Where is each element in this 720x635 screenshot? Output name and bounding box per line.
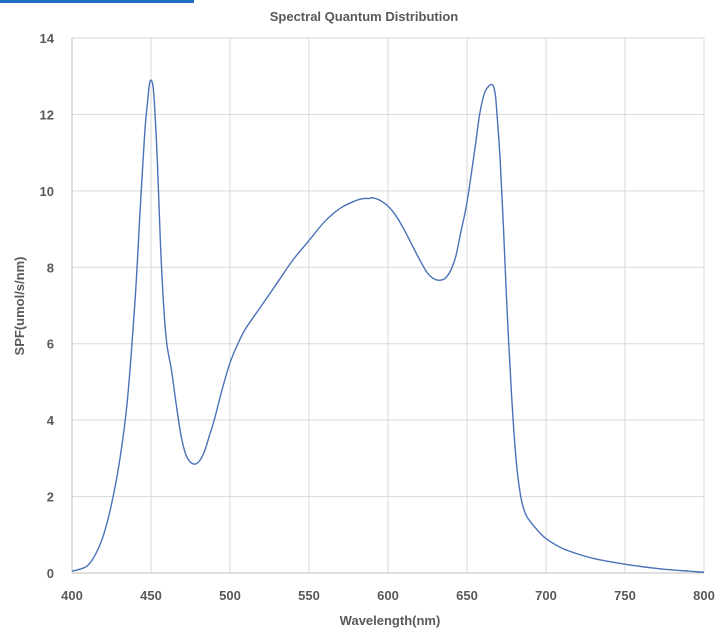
x-tick-label: 650 bbox=[456, 588, 478, 603]
x-tick-label: 600 bbox=[377, 588, 399, 603]
x-tick-label: 450 bbox=[140, 588, 162, 603]
x-tick-label: 550 bbox=[298, 588, 320, 603]
series-layer bbox=[71, 79, 705, 573]
y-tick-label: 6 bbox=[47, 337, 54, 352]
x-tick-label: 700 bbox=[535, 588, 557, 603]
x-tick-label: 800 bbox=[693, 588, 715, 603]
y-tick-label: 8 bbox=[47, 260, 54, 275]
x-axis-label: Wavelength(nm) bbox=[340, 613, 441, 628]
y-tick-label: 0 bbox=[47, 566, 54, 581]
y-tick-label: 2 bbox=[47, 490, 54, 505]
y-tick-label: 4 bbox=[47, 413, 55, 428]
x-tick-label: 750 bbox=[614, 588, 636, 603]
x-tick-label: 500 bbox=[219, 588, 241, 603]
chart-title: Spectral Quantum Distribution bbox=[270, 9, 459, 24]
x-tick-label: 400 bbox=[61, 588, 83, 603]
axes bbox=[71, 38, 704, 574]
top-edge-accent bbox=[0, 0, 194, 3]
tick-labels: 400 450 500 550 600 650 700 750 800 0 2 4 6 8 10 12 14 bbox=[40, 31, 715, 603]
series-line bbox=[71, 79, 705, 573]
y-tick-label: 10 bbox=[40, 184, 54, 199]
y-tick-label: 12 bbox=[40, 107, 54, 122]
y-tick-label: 14 bbox=[40, 31, 55, 46]
gridlines bbox=[72, 37, 705, 573]
y-axis-label: SPF(umol/s/nm) bbox=[12, 257, 27, 356]
